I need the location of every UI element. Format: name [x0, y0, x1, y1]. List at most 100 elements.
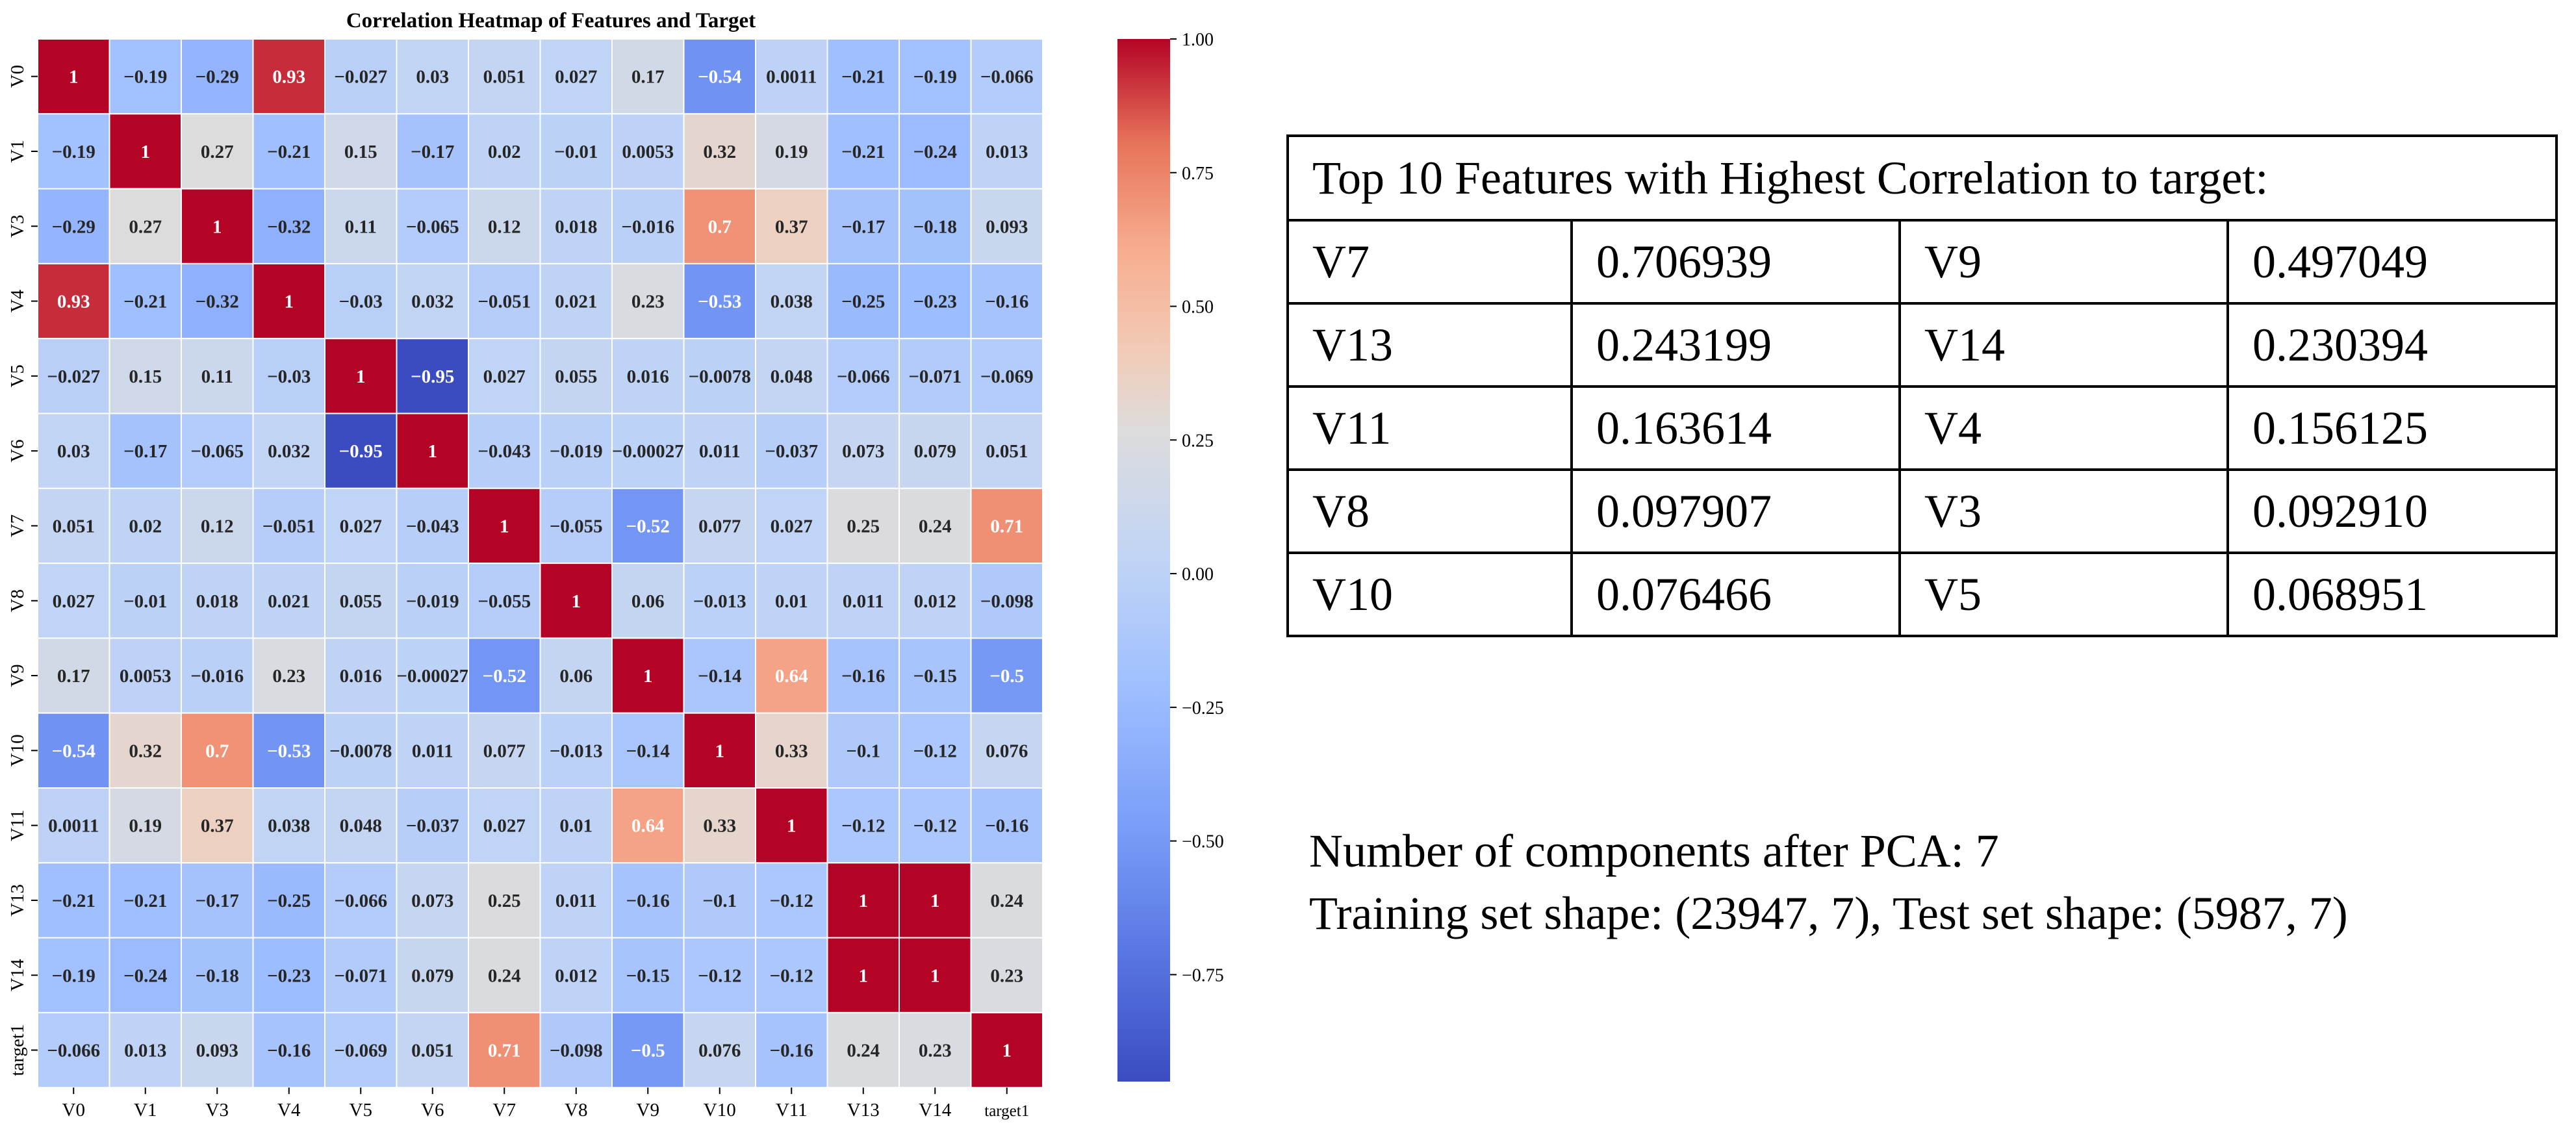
colorbar-tick-label: −0.25 — [1182, 698, 1224, 718]
top-features-table: Top 10 Features with Highest Correlation… — [1286, 134, 2558, 637]
heatmap-cell — [181, 862, 254, 939]
cell-value-label: 1 — [930, 965, 940, 986]
heatmap-cell — [468, 637, 541, 714]
cell-value-label: 0.055 — [555, 366, 597, 387]
heatmap-cell — [970, 412, 1043, 489]
cell-value-label: −0.051 — [478, 292, 531, 312]
cell-value-label: 0.027 — [483, 366, 526, 387]
cell-value-label: 0.23 — [990, 965, 1023, 986]
cell-value-label: 0.076 — [986, 741, 1028, 761]
cell-value-label: −0.24 — [913, 142, 957, 162]
heatmap-cell — [539, 38, 613, 115]
heatmap-cell — [539, 937, 613, 1013]
cell-value-label: −0.53 — [267, 741, 311, 761]
heatmap-cell — [755, 787, 828, 864]
cell-value-label: 0.032 — [268, 441, 310, 462]
cell-value-label: 1 — [500, 516, 509, 537]
cell-value-label: 0.32 — [129, 741, 162, 761]
cell-value-label: −0.00027 — [612, 441, 684, 462]
heatmap-cell — [826, 712, 900, 789]
heatmap-cell — [37, 862, 110, 939]
cell-value-label: −0.23 — [267, 965, 311, 986]
heatmap-cell — [181, 338, 254, 414]
x-tick-label: V6 — [421, 1100, 444, 1121]
cell-value-label: 0.038 — [268, 816, 310, 837]
cell-value-label: −0.071 — [334, 965, 387, 986]
heatmap-cell — [108, 412, 182, 489]
cell-value-label: 0.027 — [340, 516, 382, 537]
feature-cell: V9 — [1898, 219, 2229, 305]
cell-value-label: −0.066 — [837, 366, 890, 387]
cell-value-label: 0.24 — [919, 516, 952, 537]
heatmap-cell — [108, 38, 182, 115]
heatmap-cell — [539, 262, 613, 340]
cell-value-label: 0.02 — [488, 142, 521, 162]
y-tick-label: V5 — [7, 364, 28, 387]
value-cell: 0.163614 — [1570, 385, 1901, 471]
heatmap-cell — [826, 188, 900, 264]
heatmap-cell — [899, 338, 972, 414]
heatmap-cell — [611, 712, 685, 789]
cell-value-label: 1 — [715, 741, 725, 761]
cell-value-label: 0.0011 — [766, 67, 817, 88]
heatmap-cell — [755, 637, 828, 714]
cell-value-label: −0.18 — [913, 216, 957, 237]
cell-value-label: 0.23 — [631, 292, 665, 312]
cell-value-label: 0.19 — [129, 816, 162, 837]
value-cell: 0.068951 — [2226, 552, 2558, 637]
cell-value-label: 0.19 — [775, 142, 808, 162]
cell-value-label: 1 — [859, 965, 869, 986]
cell-value-label: −0.12 — [913, 816, 957, 837]
heatmap-cell — [396, 1011, 469, 1089]
heatmap-cell — [181, 262, 254, 340]
table-row: V11 0.163614 V4 0.156125 — [1286, 385, 2558, 471]
heatmap-cell — [683, 787, 756, 864]
cell-value-label: 0.33 — [703, 816, 736, 837]
cell-value-label: −0.013 — [693, 591, 746, 612]
x-tick-label: V5 — [350, 1100, 372, 1121]
cell-value-label: 0.011 — [699, 441, 741, 462]
cell-value-label: −0.17 — [196, 891, 239, 911]
cell-value-label: −0.19 — [913, 67, 957, 88]
cell-value-label: −0.5 — [631, 1041, 665, 1061]
heatmap-cell — [324, 787, 398, 864]
cell-value-label: −0.21 — [123, 292, 167, 312]
colorbar-tick-label: 0.00 — [1182, 564, 1214, 585]
heatmap-cell — [899, 412, 972, 489]
cell-value-label: 0.018 — [555, 216, 597, 237]
heatmap-cell — [826, 412, 900, 489]
heatmap-cell — [108, 862, 182, 939]
cell-value-label: 0.073 — [411, 891, 453, 911]
colorbar-tick-label: 1.00 — [1182, 30, 1214, 50]
cell-value-label: −0.065 — [190, 441, 244, 462]
cell-value-label: −0.32 — [196, 292, 239, 312]
cell-value-label: 0.032 — [411, 292, 453, 312]
cell-value-label: −0.54 — [52, 741, 96, 761]
cell-value-label: 1 — [356, 366, 366, 387]
x-tick-label: V9 — [637, 1100, 659, 1121]
y-tick-label: V3 — [7, 215, 28, 238]
cell-value-label: 0.0011 — [48, 816, 99, 837]
cell-value-label: 0.051 — [411, 1041, 453, 1061]
cell-value-label: 0.06 — [631, 591, 665, 612]
cell-value-label: 0.093 — [986, 216, 1028, 237]
y-tick-label: target1 — [7, 1024, 28, 1076]
y-tick-label: V9 — [7, 664, 28, 687]
feature-cell: V11 — [1286, 385, 1573, 471]
heatmap-cell — [683, 637, 756, 714]
cell-value-label: −0.066 — [980, 67, 1034, 88]
feature-cell: V13 — [1286, 302, 1573, 388]
cell-value-label: 0.01 — [775, 591, 808, 612]
feature-cell: V7 — [1286, 219, 1573, 305]
heatmap-cell — [37, 637, 110, 714]
top-features-title: Top 10 Features with Highest Correlation… — [1286, 134, 2558, 222]
heatmap-cell — [108, 113, 182, 190]
value-cell: 0.706939 — [1570, 219, 1901, 305]
cell-value-label: −0.065 — [406, 216, 459, 237]
heatmap-cell — [181, 113, 254, 190]
x-tick-label: V4 — [277, 1100, 301, 1121]
value-cell: 0.076466 — [1570, 552, 1901, 637]
y-tick-label: V4 — [7, 289, 28, 312]
heatmap-cell — [826, 787, 900, 864]
feature-cell: V10 — [1286, 552, 1573, 637]
